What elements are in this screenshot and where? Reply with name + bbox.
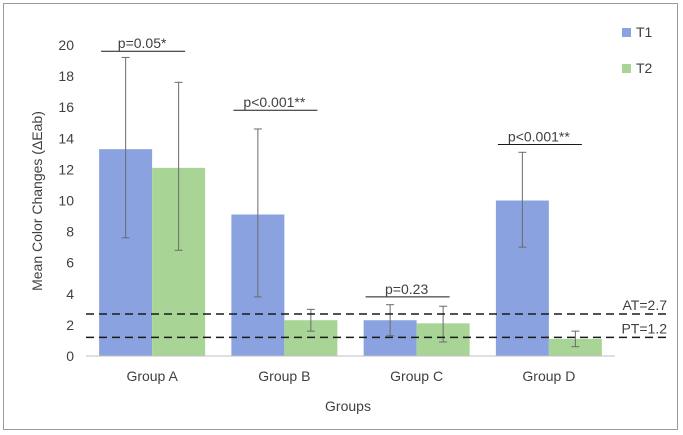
y-tick-label: 6: [66, 255, 74, 271]
y-tick-label: 2: [66, 317, 74, 333]
significance-label: p=0.23: [385, 281, 428, 297]
x-tick-label: Group D: [522, 368, 575, 384]
y-axis-label: Mean Color Changes (ΔEab): [29, 111, 45, 291]
x-axis-label: Groups: [325, 398, 371, 414]
bars: [99, 149, 602, 356]
legend-label-t2: T2: [636, 60, 653, 76]
bar-t2-4: [548, 338, 602, 356]
y-tick-label: 4: [66, 286, 74, 302]
significance-annotations: p=0.05* p<0.001** p=0.23 p<0.001**: [101, 35, 582, 298]
x-tick-label: Group B: [258, 368, 310, 384]
reference-line-label: AT=2.7: [623, 297, 668, 313]
legend-label-t1: T1: [636, 24, 653, 40]
significance-label: p=0.05*: [118, 35, 167, 51]
y-tick-label: 14: [58, 130, 74, 146]
x-axis-ticks: Group A Group B Group C Group D: [126, 368, 575, 384]
legend-swatch-t1: [622, 28, 631, 37]
legend-swatch-t2: [622, 64, 631, 73]
significance-label: p<0.001**: [508, 128, 570, 144]
y-tick-label: 10: [58, 193, 74, 209]
y-tick-label: 8: [66, 224, 74, 240]
reference-lines: AT=2.7 PT=1.2: [86, 297, 670, 339]
y-tick-label: 18: [58, 68, 74, 84]
reference-line-label: PT=1.2: [621, 320, 667, 336]
x-tick-label: Group A: [126, 368, 178, 384]
y-tick-label: 20: [58, 37, 74, 53]
significance-label: p<0.001**: [243, 94, 305, 110]
error-bars: [121, 56, 580, 348]
y-tick-label: 0: [66, 348, 74, 364]
y-axis-ticks: 0 2 4 6 8 10 12 14 16 18 20: [58, 37, 74, 364]
y-tick-label: 12: [58, 161, 74, 177]
y-tick-label: 16: [58, 99, 74, 115]
legend: T1 T2: [622, 24, 653, 76]
x-tick-label: Group C: [390, 368, 443, 384]
